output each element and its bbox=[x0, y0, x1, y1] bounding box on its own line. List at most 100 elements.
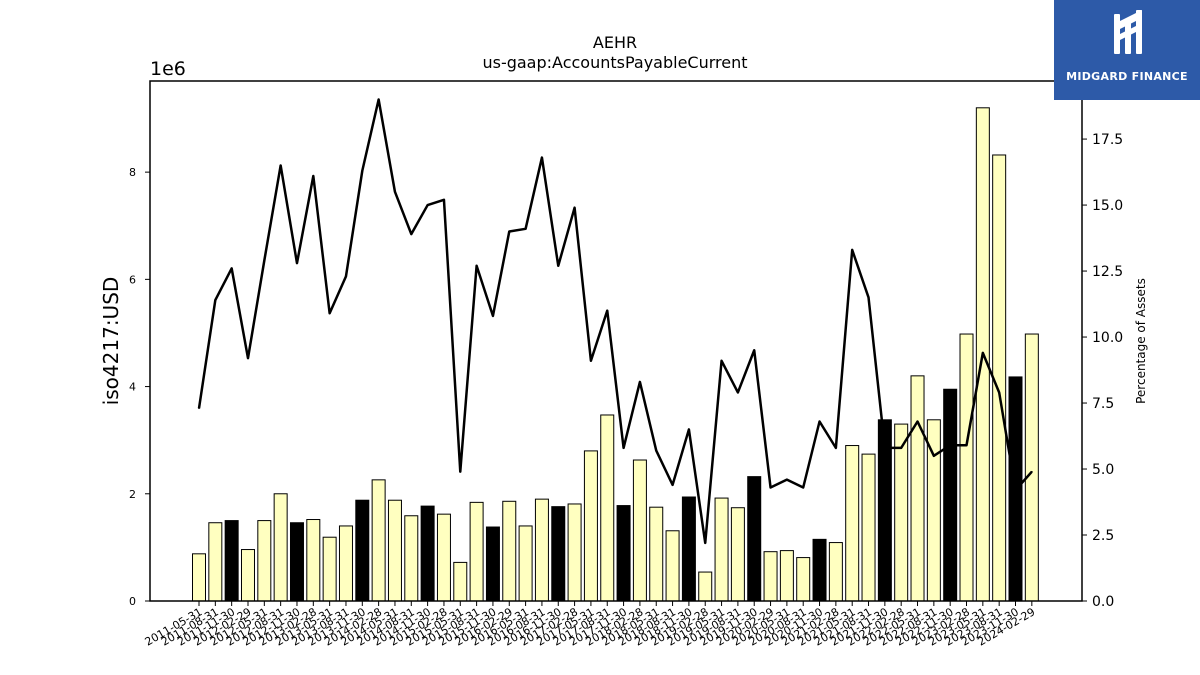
line-point-2012-02-29 bbox=[247, 357, 249, 359]
bar-2017-02-28 bbox=[567, 503, 582, 602]
line-point-2023-05-31 bbox=[982, 352, 984, 354]
bar-2015-05-31 bbox=[453, 561, 468, 602]
logo-text: MIDGARD FINANCE bbox=[1066, 70, 1188, 83]
line-point-2024-02-29 bbox=[1031, 470, 1033, 473]
line-point-2021-11-30 bbox=[884, 447, 886, 449]
bar-2014-08-31 bbox=[404, 515, 419, 602]
bar-2017-08-31 bbox=[600, 414, 615, 602]
line-point-2017-11-30 bbox=[622, 447, 625, 449]
y-tick-label: 6 bbox=[129, 273, 136, 286]
bar-2015-11-30 bbox=[485, 526, 500, 602]
bar-2019-05-31 bbox=[714, 497, 729, 602]
bar-2019-02-28 bbox=[698, 571, 713, 602]
y2-tick-label: 0.0 bbox=[1092, 594, 1114, 610]
line-point-2015-08-31 bbox=[475, 264, 478, 267]
y2-tick-label: 15.0 bbox=[1092, 198, 1123, 214]
bar-2020-11-30 bbox=[812, 538, 827, 602]
y-axis-label: iso4217:USD bbox=[99, 277, 123, 406]
line-point-2022-11-30 bbox=[949, 444, 951, 447]
line-point-2023-11-30 bbox=[1014, 489, 1017, 491]
line-point-2019-05-31 bbox=[720, 360, 723, 362]
bar-2011-11-30 bbox=[224, 520, 239, 602]
y2-tick-label: 12.5 bbox=[1092, 264, 1123, 280]
line-point-2015-11-30 bbox=[492, 315, 494, 317]
bar-2015-08-31 bbox=[469, 501, 484, 602]
line-point-2018-08-31 bbox=[671, 484, 674, 486]
line-point-2015-02-28 bbox=[443, 198, 445, 201]
bar-2016-05-31 bbox=[518, 525, 533, 602]
midgard-logo-icon bbox=[1114, 10, 1142, 54]
y-tick-label: 2 bbox=[129, 488, 136, 501]
bar-2022-11-30 bbox=[943, 388, 958, 602]
bar-2017-11-30 bbox=[616, 505, 631, 602]
line-point-2018-11-30 bbox=[688, 428, 690, 431]
line-point-2017-02-28 bbox=[573, 206, 576, 209]
line-point-2016-05-31 bbox=[524, 228, 527, 230]
chart-title: AEHR bbox=[593, 33, 637, 52]
line-point-2022-05-31 bbox=[916, 420, 919, 423]
line-point-2016-11-30 bbox=[557, 264, 560, 267]
line-point-2018-05-31 bbox=[655, 449, 658, 452]
line-point-2021-02-28 bbox=[835, 447, 837, 449]
percentage-line bbox=[197, 98, 1033, 545]
bar-2021-02-28 bbox=[828, 542, 843, 602]
line-point-2022-02-28 bbox=[900, 447, 902, 449]
line-point-2012-08-31 bbox=[279, 164, 282, 167]
y-multiplier-label: 1e6 bbox=[150, 58, 186, 80]
bar-2024-02-29 bbox=[1024, 333, 1039, 602]
line-point-2014-02-28 bbox=[377, 98, 380, 101]
line-point-2013-08-31 bbox=[345, 275, 347, 278]
bar-2012-11-30 bbox=[289, 522, 304, 602]
line-point-2012-11-30 bbox=[296, 262, 298, 264]
line-point-2021-08-31 bbox=[867, 296, 870, 299]
bar-2012-05-31 bbox=[257, 520, 272, 602]
bar-2020-02-29 bbox=[763, 551, 778, 602]
y2-tick-label: 10.0 bbox=[1092, 330, 1123, 346]
line-point-2013-05-31 bbox=[328, 312, 331, 315]
bar-2020-05-31 bbox=[779, 550, 794, 602]
bar-2017-05-31 bbox=[583, 450, 598, 602]
line-point-2019-08-31 bbox=[737, 391, 739, 394]
line-point-2012-05-31 bbox=[263, 259, 266, 262]
y2-tick-label: 17.5 bbox=[1092, 132, 1123, 148]
line-point-2011-11-30 bbox=[230, 267, 233, 270]
bar-2018-02-28 bbox=[632, 459, 647, 602]
bar-2023-08-31 bbox=[992, 154, 1007, 602]
y2-tick-label: 7.5 bbox=[1092, 396, 1114, 412]
line-point-2017-05-31 bbox=[590, 360, 592, 362]
y-tick-label: 8 bbox=[129, 166, 136, 179]
bar-2021-08-31 bbox=[861, 453, 876, 602]
line-point-2019-11-30 bbox=[753, 349, 756, 352]
line-point-2016-08-31 bbox=[541, 156, 543, 159]
bar-2012-08-31 bbox=[273, 493, 288, 602]
line-point-2016-02-29 bbox=[508, 230, 511, 233]
bar-2015-02-28 bbox=[436, 513, 451, 602]
bar-2011-08-31 bbox=[208, 522, 223, 602]
bar-2016-02-29 bbox=[502, 500, 517, 602]
y2-tick-label: 5.0 bbox=[1092, 462, 1114, 478]
line-point-2023-08-31 bbox=[998, 391, 1000, 394]
bar-2019-08-31 bbox=[730, 507, 745, 602]
line-point-2020-02-29 bbox=[769, 486, 772, 489]
line-point-2022-08-31 bbox=[933, 455, 935, 457]
bar-2018-05-31 bbox=[649, 506, 664, 602]
bar-2023-02-28 bbox=[959, 333, 974, 602]
line-point-2014-08-31 bbox=[410, 233, 413, 235]
y-tick-label: 0 bbox=[129, 595, 136, 608]
bar-2016-08-31 bbox=[534, 498, 549, 602]
line-point-2017-08-31 bbox=[606, 309, 609, 312]
line-point-2020-08-31 bbox=[802, 486, 805, 489]
bar-2013-02-28 bbox=[306, 519, 321, 602]
bar-2014-02-28 bbox=[371, 479, 386, 602]
line-point-2013-11-30 bbox=[361, 169, 364, 172]
plot-frame bbox=[149, 80, 1083, 602]
brand-logo: MIDGARD FINANCE bbox=[1054, 0, 1200, 100]
line-point-2011-05-31 bbox=[198, 407, 200, 410]
bar-2019-11-30 bbox=[747, 476, 762, 602]
bar-2016-11-30 bbox=[551, 506, 566, 602]
line-point-2018-02-28 bbox=[639, 381, 641, 383]
y2-axis-label: Percentage of Assets bbox=[1134, 278, 1148, 404]
line-point-2019-02-28 bbox=[704, 542, 707, 544]
bar-2012-02-29 bbox=[240, 549, 255, 602]
